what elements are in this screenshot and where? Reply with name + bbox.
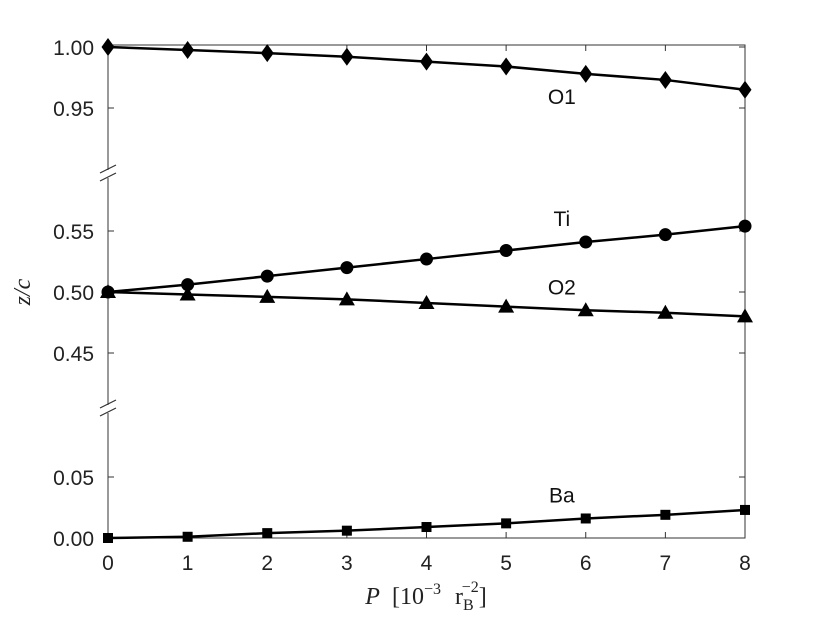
data-point-diamond (579, 64, 593, 83)
data-point-diamond (499, 57, 513, 76)
x-tick-label: 3 (341, 552, 353, 575)
y-tick-label: 0.95 (53, 98, 94, 121)
data-point-square (103, 533, 113, 543)
data-point-square (740, 504, 750, 515)
data-point-diamond (181, 41, 195, 60)
series-group (100, 38, 753, 543)
data-point-triangle (259, 288, 276, 303)
axis-ticks: 0 1 2 3 4 5 6 7 8 1.00 0.95 0.55 0.50 0.45 0.05 0.00 (53, 37, 751, 575)
x-tick-label: 6 (580, 552, 592, 575)
y-tick-label: 1.00 (53, 37, 94, 60)
data-point-diamond (420, 52, 433, 71)
plot-border (107, 44, 746, 539)
x-tick-label: 1 (182, 552, 194, 575)
x-axis-label: P [10−3 rB−2] (364, 574, 486, 614)
x-tick-label: 4 (421, 552, 433, 575)
x-tick-label: 5 (500, 552, 512, 575)
y-tick-label: 0.05 (53, 467, 94, 490)
series-ba (103, 504, 750, 543)
series-label-o1: O1 (548, 86, 576, 109)
axis-break-mark (99, 172, 117, 182)
series-label-ba: Ba (549, 484, 575, 507)
data-point-diamond (260, 44, 274, 63)
data-point-triangle (498, 298, 515, 313)
data-point-circle (658, 228, 672, 242)
data-point-diamond (738, 80, 752, 99)
data-point-circle (579, 235, 593, 249)
y-tick-label: 0.55 (53, 221, 94, 244)
data-point-triangle (100, 284, 116, 298)
data-point-triangle (657, 304, 674, 319)
series-label-ti: Ti (554, 208, 571, 231)
series-o1 (101, 38, 752, 99)
data-point-circle (499, 244, 513, 258)
data-point-circle (260, 269, 274, 283)
data-point-diamond (658, 70, 672, 89)
data-point-circle (738, 219, 752, 233)
series-labels: O1 Ti O2 Ba (548, 86, 576, 508)
data-point-triangle (577, 302, 594, 317)
x-tick-label: 0 (102, 552, 114, 575)
series-label-o2: O2 (548, 276, 576, 299)
axis-break-gap (105, 405, 111, 413)
axis-break-gap (105, 170, 111, 178)
data-point-triangle (418, 294, 435, 309)
x-tick-label: 7 (660, 552, 672, 575)
axis-break-mark (99, 164, 117, 174)
data-point-square (262, 528, 273, 539)
data-point-square (421, 522, 432, 533)
series-o2 (100, 284, 753, 323)
data-point-square (341, 525, 352, 536)
x-tick-label: 8 (739, 552, 751, 575)
y-tick-label: 0.45 (53, 343, 94, 366)
y-tick-label: 0.00 (53, 528, 94, 551)
x-tick-label: 2 (261, 552, 273, 575)
axis-break-mark (99, 399, 117, 409)
data-point-triangle (338, 291, 355, 306)
axis-break-mark (99, 407, 117, 417)
data-point-triangle (737, 308, 753, 323)
data-point-square (501, 518, 512, 529)
data-point-circle (181, 278, 195, 292)
data-point-square (660, 509, 671, 520)
series-ti (101, 219, 752, 299)
plot-frame (99, 44, 746, 539)
data-point-triangle (179, 286, 196, 301)
data-point-square (580, 513, 591, 524)
data-point-diamond (340, 47, 354, 66)
data-point-circle (420, 252, 433, 266)
y-tick-label: 0.50 (53, 282, 94, 305)
data-point-diamond (101, 38, 115, 56)
data-point-square (182, 531, 193, 542)
y-axis-label: z/c (10, 278, 36, 306)
data-point-circle (340, 261, 354, 275)
